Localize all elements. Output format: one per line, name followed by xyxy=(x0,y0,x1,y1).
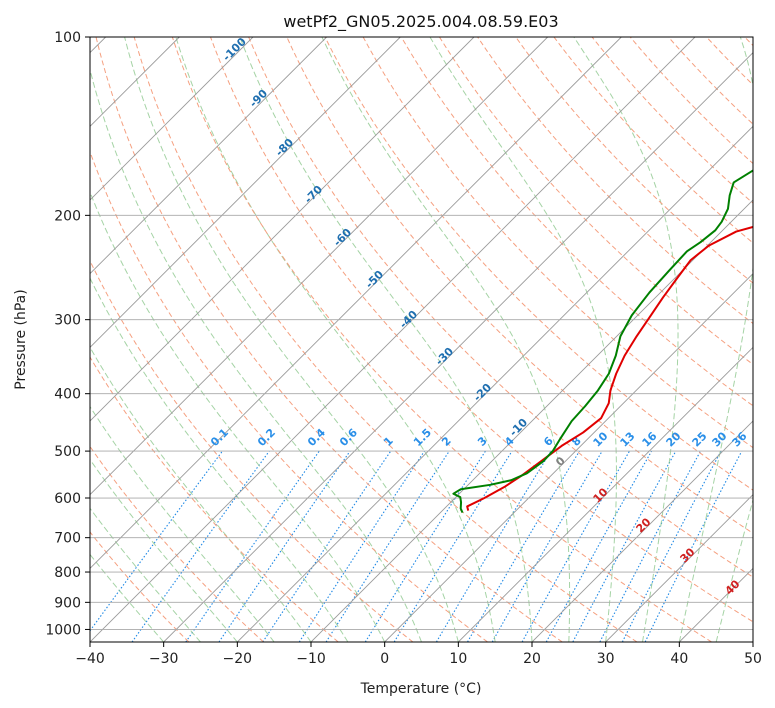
isotherm-line xyxy=(90,37,622,569)
dry-adiabat-line xyxy=(90,356,339,642)
y-tick-label: 300 xyxy=(54,313,81,329)
y-tick-label: 700 xyxy=(54,531,81,547)
isotherm-line xyxy=(90,37,401,348)
moist-adiabat-line xyxy=(175,37,496,642)
mixing-ratio-line xyxy=(90,450,223,632)
mixing-ratio-line xyxy=(521,450,630,642)
y-tick-label: 1000 xyxy=(45,622,81,638)
moist-adiabat-line xyxy=(124,37,459,642)
dry-adiabat-line xyxy=(400,37,753,407)
isotherm-line xyxy=(163,52,753,642)
dry-adiabat-line xyxy=(515,37,753,284)
mixing-ratio-line xyxy=(262,450,392,642)
moist-adiabat-line xyxy=(90,67,422,642)
x-axis: −40 −30 −20 −10 0 10 20 30 40 50 xyxy=(75,642,762,667)
mixing-ratio-line xyxy=(364,450,486,642)
y-axis: 100 200 300 400 500 600 700 800 900 1000 xyxy=(45,30,90,638)
x-tick-label: 0 xyxy=(380,651,389,667)
mixing-ratio-lines xyxy=(90,450,743,642)
x-tick-label: −30 xyxy=(149,651,179,667)
x-tick-label: 50 xyxy=(744,651,762,667)
dry-adiabat-line xyxy=(248,37,753,578)
moist-adiabat-line xyxy=(90,405,275,642)
mixing-ratio-line xyxy=(218,450,351,642)
y-tick-label: 400 xyxy=(54,387,81,403)
x-tick-label: 30 xyxy=(597,651,615,667)
isotherm-line xyxy=(90,37,327,275)
isotherm-line xyxy=(384,273,753,642)
y-tick-label: 900 xyxy=(54,595,81,611)
y-tick-label: 200 xyxy=(54,208,81,224)
isotherm-line xyxy=(90,37,475,422)
isotherm-line xyxy=(310,199,753,642)
dry-adiabat-line xyxy=(90,531,190,642)
dry-adiabat-line xyxy=(439,37,753,366)
isotherms xyxy=(90,37,753,642)
isotherm-line xyxy=(90,37,254,201)
moist-adiabat-line xyxy=(90,346,312,642)
mixing-ratio-line xyxy=(572,450,677,642)
mixing-ratio-line xyxy=(435,450,552,642)
isotherm-line xyxy=(90,37,696,642)
mixing-ratio-line xyxy=(393,450,513,642)
isotherm-line xyxy=(90,37,548,496)
moist-adiabat-line xyxy=(429,37,617,642)
mixing-ratio-line xyxy=(185,450,320,642)
isobars xyxy=(90,37,753,630)
x-axis-label: Temperature (°C) xyxy=(360,681,482,697)
y-tick-label: 500 xyxy=(54,444,81,460)
y-axis-label: Pressure (hPa) xyxy=(13,289,29,389)
dry-adiabat-line xyxy=(95,37,563,642)
mixing-ratio-line xyxy=(621,450,722,642)
dewpoint-profile-line xyxy=(452,169,753,514)
mixing-ratio-line xyxy=(644,450,743,642)
plot-area: -100-90-80-70-60-50-40-30-20-100.1 0.2 0.4… xyxy=(90,37,753,642)
moist-adiabat-line xyxy=(90,277,349,642)
x-tick-label: −20 xyxy=(223,651,253,667)
x-tick-label: −40 xyxy=(75,651,105,667)
chart-title: wetPf2_GN05.2025.004.08.59.E03 xyxy=(283,12,558,32)
isotherm-line xyxy=(458,346,753,642)
mixing-ratio-line xyxy=(545,450,653,642)
dry-adiabat-line xyxy=(90,150,488,642)
moist-adiabat-line xyxy=(321,37,571,642)
x-tick-label: 10 xyxy=(449,651,467,667)
isotherm-line xyxy=(605,494,753,642)
y-tick-label: 100 xyxy=(54,30,81,46)
mixing-ratio-line xyxy=(298,450,425,642)
moist-adiabat-line xyxy=(678,37,753,642)
y-tick-label: 600 xyxy=(54,491,81,507)
x-tick-label: −10 xyxy=(296,651,326,667)
moist-adiabat-line xyxy=(90,553,165,642)
dry-adiabat-line xyxy=(210,37,753,623)
x-tick-label: 40 xyxy=(670,651,688,667)
mixing-ratio-line xyxy=(131,450,270,642)
mixing-ratio-line xyxy=(325,450,450,642)
dry-adiabat-line xyxy=(133,37,638,642)
y-tick-label: 800 xyxy=(54,565,81,581)
sounding-series xyxy=(452,169,753,514)
x-tick-label: 20 xyxy=(523,651,541,667)
dry-adiabat-line xyxy=(324,37,753,491)
mixing-ratio-line xyxy=(599,450,702,642)
moist-adiabat-line xyxy=(90,507,201,642)
plot-frame xyxy=(89,36,754,643)
isotherm-line xyxy=(237,125,753,642)
isotherm-line xyxy=(531,420,753,642)
moist-adiabat-line xyxy=(90,458,238,642)
dry-adiabat-line xyxy=(90,445,264,642)
dry-adiabat-line xyxy=(171,37,712,642)
